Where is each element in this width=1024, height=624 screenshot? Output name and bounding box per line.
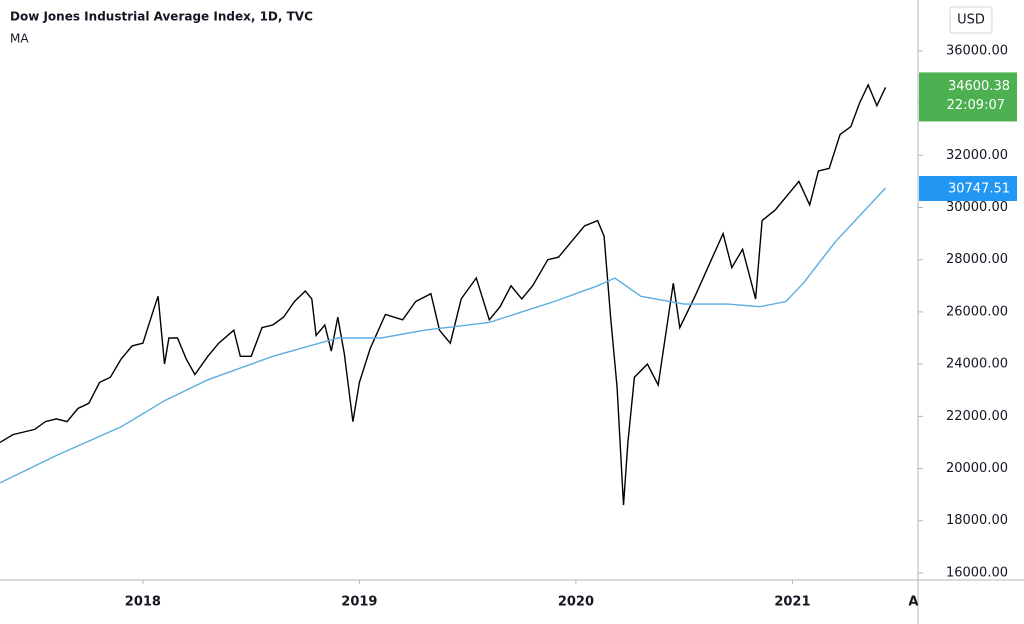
y-tick-label: 22000.00 xyxy=(946,409,1008,424)
y-tick-label: 28000.00 xyxy=(946,252,1008,267)
y-tick-label: 16000.00 xyxy=(946,565,1008,580)
x-tick-label: 2018 xyxy=(125,595,161,610)
chart-title: Dow Jones Industrial Average Index, 1D, … xyxy=(10,10,313,24)
x-tick-label: 2019 xyxy=(341,595,377,610)
currency[interactable]: USD xyxy=(957,13,985,28)
y-tick-label: 20000.00 xyxy=(946,461,1008,476)
ma-tag xyxy=(919,176,1017,202)
last-price-tag xyxy=(919,72,1017,122)
y-tick-label: 24000.00 xyxy=(946,357,1008,372)
y-tick-label: 26000.00 xyxy=(946,304,1008,319)
countdown: 22:09:07 xyxy=(947,98,1005,113)
price-line xyxy=(0,83,887,506)
x-tick-label: 2021 xyxy=(774,595,810,610)
legend-ma: MA xyxy=(10,32,29,46)
y-tick-label: 30000.00 xyxy=(946,200,1008,215)
last-price: 34600.38 xyxy=(948,79,1010,94)
x-tick-label: 2020 xyxy=(558,595,594,610)
ma-value: 30747.51 xyxy=(948,182,1010,197)
currency-button[interactable] xyxy=(949,6,993,34)
y-tick-label: 32000.00 xyxy=(946,148,1008,163)
ma-line xyxy=(0,187,887,484)
y-tick-label: 36000.00 xyxy=(946,43,1008,58)
x-tick-label: Au xyxy=(908,595,927,610)
y-tick-label: 18000.00 xyxy=(946,513,1008,528)
